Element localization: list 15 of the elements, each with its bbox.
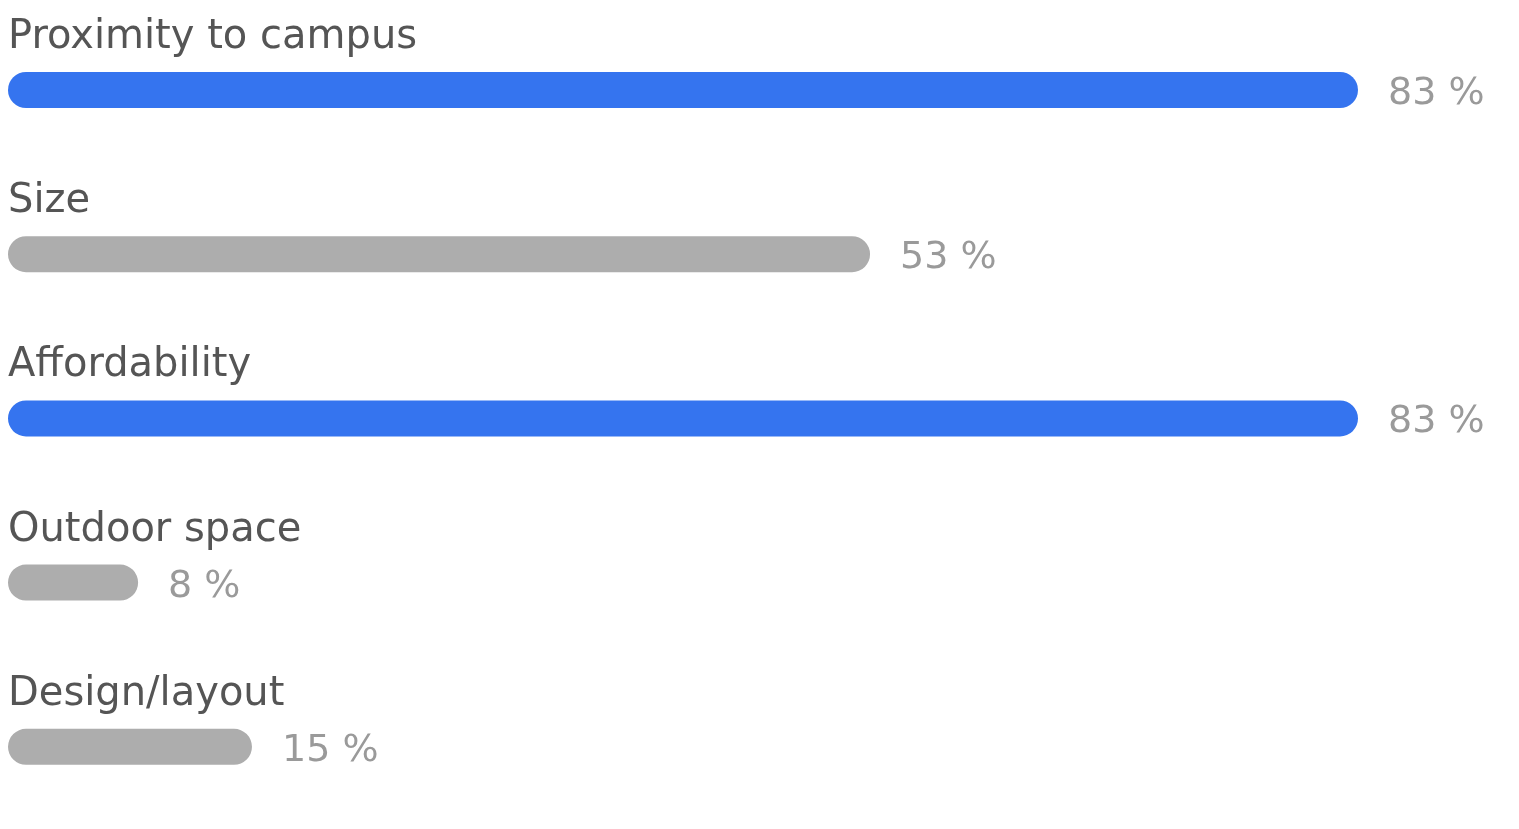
data-label: 83 % bbox=[1388, 69, 1485, 113]
bar bbox=[8, 564, 139, 601]
y-tick-label: Outdoor space bbox=[8, 503, 302, 550]
bar bbox=[8, 72, 1358, 108]
data-label: 8 % bbox=[168, 561, 241, 606]
data-label: 15 % bbox=[281, 725, 379, 770]
bar bbox=[8, 728, 252, 765]
y-tick-label: Affordability bbox=[8, 339, 252, 386]
y-tick-label: Design/layout bbox=[8, 667, 285, 714]
data-label: 83 % bbox=[1388, 397, 1485, 442]
bar bbox=[8, 236, 871, 273]
y-tick-label: Proximity to campus bbox=[8, 11, 418, 57]
bar bbox=[8, 400, 1358, 437]
data-label: 53 % bbox=[900, 233, 997, 278]
y-tick-label: Size bbox=[8, 175, 91, 222]
